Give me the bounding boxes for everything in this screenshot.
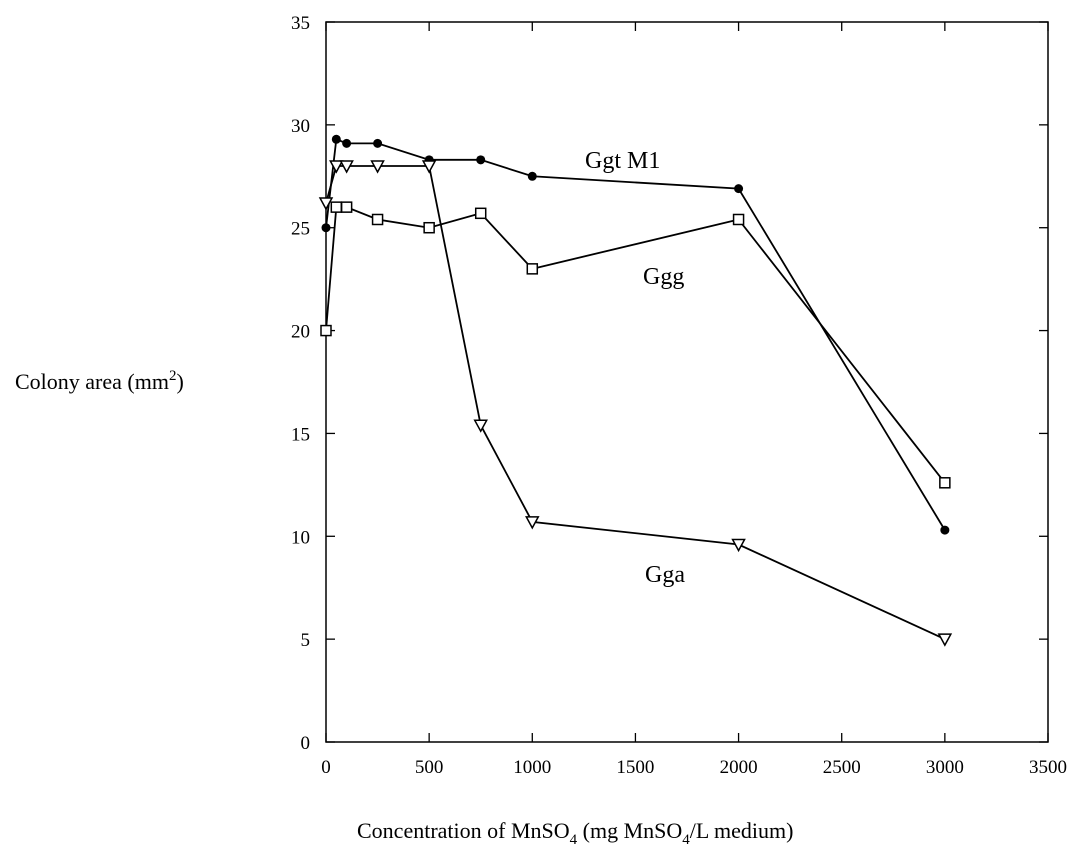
series-line-gga [325,165,946,640]
x-tick-label: 3500 [1029,757,1067,778]
y-axis-title: Colony area (mm2) [15,368,184,394]
y-tick-label: 10 [291,527,310,548]
series-label-ggt-m1: Ggt M1 [585,148,660,174]
point-ggg [474,207,487,220]
point-ggg [330,201,343,213]
series-line-ggg [325,206,946,484]
point-gga [473,419,488,433]
series-layer [318,134,953,647]
series-labels: Ggt M1 Ggg Gga [585,148,685,588]
series-label-ggg: Ggg [643,264,684,290]
y-tick-label: 25 [291,219,310,240]
x-tick-label: 3000 [926,757,964,778]
point-ggt-m1 [342,138,352,148]
point-gga [937,633,953,647]
point-ggg [939,477,951,489]
point-ggt-m1 [527,171,537,181]
point-gga [318,197,334,211]
x-tick-label: 0 [321,757,331,778]
point-ggt-m1 [734,184,744,194]
point-gga [329,160,344,174]
y-tick-label: 20 [291,322,310,343]
point-ggg [526,263,539,275]
point-ggg [371,213,384,226]
point-ggg [423,221,435,234]
x-axis-title: Concentration of MnSO4 (mg MnSO4/L mediu… [357,818,793,848]
plot-frame [325,21,1049,743]
point-gga [731,538,746,553]
y-tick-label: 5 [301,630,311,651]
series-line-ggt-m1 [325,137,946,531]
x-tick-label: 500 [415,757,444,778]
point-ggg [320,324,332,337]
point-ggt-m1 [321,223,331,233]
point-ggt-m1 [373,138,383,148]
y-tick-label: 15 [291,424,310,445]
axis-ticks: 0 500 1000 1500 2000 2500 3000 3500 0 5 10 15 20 25 30… [291,13,1067,778]
y-tick-label: 35 [291,13,310,34]
point-gga [525,516,540,530]
y-tick-label: 0 [301,733,311,754]
x-tick-label: 1000 [513,757,551,778]
point-ggt-m1 [331,134,341,144]
point-gga [370,160,385,174]
point-gga [421,160,437,174]
point-ggg [732,213,745,226]
x-tick-label: 1500 [616,757,654,778]
x-tick-label: 2000 [720,757,758,778]
y-tick-label: 30 [291,116,310,137]
series-label-gga: Gga [645,562,685,588]
point-gga [339,160,354,174]
point-ggt-m1 [476,155,486,165]
x-tick-label: 2500 [823,757,861,778]
point-ggt-m1 [940,525,950,535]
point-ggg [340,201,353,213]
